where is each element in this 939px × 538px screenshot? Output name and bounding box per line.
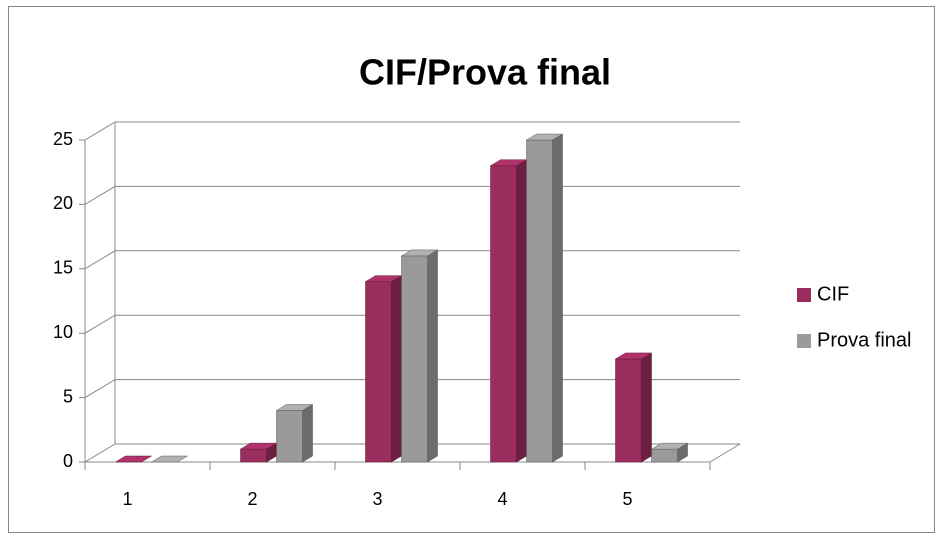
- legend-label: CIF: [817, 283, 849, 305]
- bar-side: [391, 275, 402, 463]
- bar-top: [400, 249, 439, 257]
- bar: [615, 358, 642, 463]
- bar-side: [516, 159, 527, 463]
- y-tick-label: 10: [53, 322, 73, 342]
- bar-side: [641, 352, 652, 463]
- bar-side: [427, 249, 438, 463]
- bar: [526, 139, 553, 463]
- y-tick-label: 25: [53, 129, 73, 149]
- bar-top: [650, 442, 689, 450]
- grid-line: [79, 185, 740, 205]
- bar-top: [614, 352, 653, 360]
- grid-line: [79, 121, 740, 141]
- x-tick-label: 2: [247, 489, 257, 509]
- bar-side: [552, 133, 563, 463]
- bar: [651, 448, 678, 463]
- bar: [490, 165, 517, 463]
- x-tick-label: 4: [497, 489, 507, 509]
- bar: [365, 281, 392, 463]
- x-tick-label: 1: [122, 489, 132, 509]
- legend-label: Prova final: [817, 329, 912, 351]
- y-tick-label: 5: [63, 386, 73, 406]
- y-tick-label: 20: [53, 193, 73, 213]
- bar: [401, 255, 428, 463]
- x-tick-label: 5: [622, 489, 632, 509]
- bar-top: [275, 404, 314, 411]
- bar-top: [114, 455, 153, 463]
- x-tick-label: 3: [372, 489, 382, 509]
- bar-top: [150, 455, 189, 463]
- y-tick-label: 15: [53, 258, 73, 278]
- y-tick-label: 0: [63, 451, 73, 471]
- legend-swatch: [797, 334, 811, 348]
- bar: [240, 448, 267, 463]
- bar: [276, 410, 303, 463]
- bar-side: [302, 404, 313, 463]
- chart-title: CIF/Prova final: [359, 52, 611, 93]
- chart-frame: [8, 6, 935, 533]
- bar-top: [525, 133, 564, 141]
- legend-swatch: [797, 288, 811, 302]
